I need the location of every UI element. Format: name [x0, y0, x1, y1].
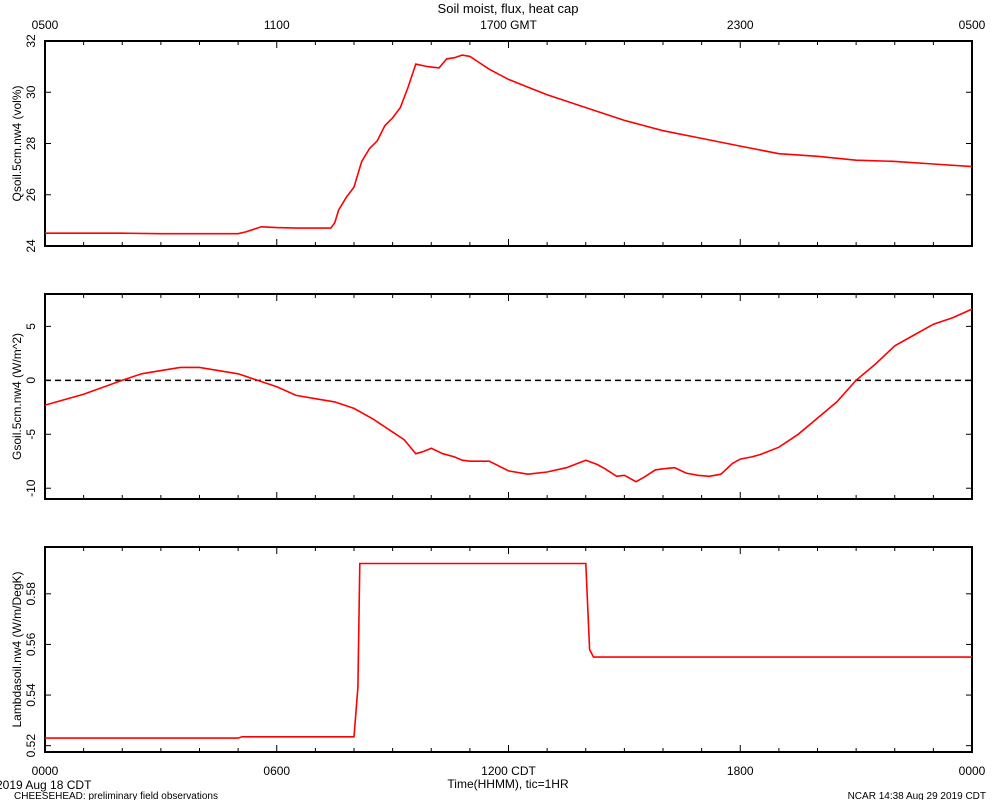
- y-tick-label: -10: [24, 479, 38, 497]
- y-axis-label: Lambdasoil.nw4 (W/m/DegK): [10, 571, 24, 727]
- y-tick-label: 0.58: [24, 582, 38, 606]
- y-tick-label: 5: [24, 323, 38, 330]
- y-tick-label: 32: [24, 34, 38, 48]
- y-axis-label: Qsoil.5cm.nw4 (vol%): [10, 85, 24, 201]
- y-tick-label: -5: [24, 429, 38, 440]
- y-tick-label: 0: [24, 377, 38, 384]
- chart-panels: 24 26 28 30 32 Qsoil.5cm.nw4 (vol%) -10 -5 0 5Gso…: [10, 34, 973, 758]
- bottom-time-label: 0600: [263, 764, 290, 778]
- bottom-time-label: 1200 CDT: [481, 764, 536, 778]
- chart-panel-1: 24 26 28 30 32 Qsoil.5cm.nw4 (vol%): [10, 34, 973, 253]
- top-time-label: 0500: [959, 18, 986, 32]
- bottom-time-label: 1800: [727, 764, 754, 778]
- date-label: 2019 Aug 18 CDT: [0, 778, 92, 792]
- y-tick-label: 26: [24, 188, 38, 202]
- y-axis-label: Gsoil.5cm.nw4 (W/m^2): [10, 333, 24, 460]
- series-line: [45, 562, 972, 739]
- chart-title: Soil moist, flux, heat cap: [438, 1, 579, 16]
- top-time-label: 1700 GMT: [480, 18, 537, 32]
- plot-frame: [44, 546, 973, 753]
- top-time-label: 2300: [727, 18, 754, 32]
- y-tick-label: 0.56: [24, 632, 38, 656]
- y-tick-label: 30: [24, 85, 38, 99]
- footer-left: CHEESEHEAD: preliminary field observatio…: [14, 791, 218, 800]
- bottom-axis-tick-labels: 0000 0600 1200 CDT 1800 0000: [32, 764, 986, 778]
- top-time-label: 0500: [32, 18, 59, 32]
- y-tick-label: 24: [24, 239, 38, 253]
- plot-frame: [44, 293, 973, 500]
- series-line: [44, 308, 973, 483]
- y-tick-label: 0.54: [24, 683, 38, 707]
- x-axis-label: Time(HHMM), tic=1HR: [447, 777, 569, 791]
- bottom-time-label: 0000: [959, 764, 986, 778]
- bottom-time-label: 0000: [32, 764, 59, 778]
- top-axis-tick-labels: 0500 1100 1700 GMT 2300 0500: [32, 18, 986, 32]
- y-tick-label: 28: [24, 137, 38, 151]
- plot-frame: [44, 40, 973, 247]
- footer-right: NCAR 14:38 Aug 29 2019 CDT: [848, 791, 986, 800]
- series-line: [45, 54, 973, 235]
- top-time-label: 1100: [264, 18, 290, 32]
- y-tick-label: 0.52: [24, 734, 38, 758]
